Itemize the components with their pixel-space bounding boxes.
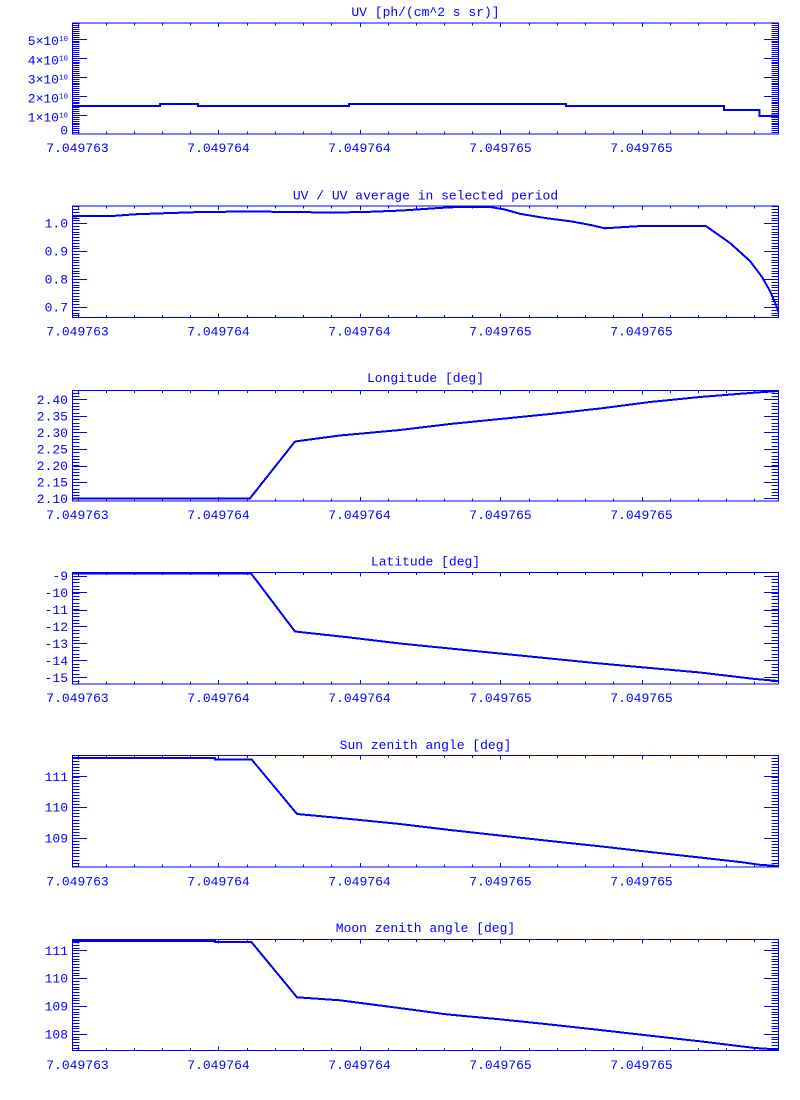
svg-text:2.35: 2.35 — [37, 409, 68, 424]
svg-text:7.049764: 7.049764 — [187, 508, 250, 523]
svg-text:7.049765: 7.049765 — [610, 508, 672, 523]
svg-text:7.049763: 7.049763 — [46, 324, 108, 339]
svg-text:Sun zenith angle [deg]: Sun zenith angle [deg] — [340, 738, 512, 753]
svg-text:7.049764: 7.049764 — [328, 691, 391, 706]
svg-text:7.049764: 7.049764 — [187, 691, 250, 706]
svg-text:111: 111 — [45, 770, 69, 785]
svg-text:0.9: 0.9 — [45, 245, 68, 260]
svg-text:7.049763: 7.049763 — [46, 508, 108, 523]
svg-text:7.049764: 7.049764 — [328, 875, 391, 890]
svg-text:3×1010: 3×1010 — [28, 72, 69, 87]
svg-text:-12: -12 — [45, 620, 68, 635]
svg-text:7.049764: 7.049764 — [187, 875, 250, 890]
svg-text:0.8: 0.8 — [45, 273, 68, 288]
svg-text:7.049763: 7.049763 — [46, 141, 108, 156]
svg-text:7.049765: 7.049765 — [469, 324, 531, 339]
svg-text:108: 108 — [45, 1027, 68, 1042]
svg-text:7.049764: 7.049764 — [187, 1058, 250, 1073]
svg-text:-15: -15 — [45, 671, 68, 686]
svg-text:7.049765: 7.049765 — [610, 141, 672, 156]
svg-text:7.049765: 7.049765 — [469, 141, 531, 156]
svg-text:Longitude [deg]: Longitude [deg] — [367, 371, 484, 386]
svg-text:7.049765: 7.049765 — [469, 508, 531, 523]
svg-text:-9: -9 — [52, 569, 68, 584]
svg-text:7.049763: 7.049763 — [46, 875, 108, 890]
svg-text:2.10: 2.10 — [37, 492, 68, 507]
svg-text:Moon zenith angle [deg]: Moon zenith angle [deg] — [336, 921, 515, 936]
svg-text:7.049765: 7.049765 — [469, 875, 531, 890]
svg-text:UV [ph/(cm^2 s sr)]: UV [ph/(cm^2 s sr)] — [351, 5, 499, 20]
svg-text:1×1010: 1×1010 — [28, 110, 69, 125]
svg-text:7.049764: 7.049764 — [328, 324, 391, 339]
svg-text:7.049764: 7.049764 — [187, 141, 250, 156]
svg-text:-11: -11 — [45, 603, 69, 618]
svg-text:-10: -10 — [45, 586, 68, 601]
svg-text:0.7: 0.7 — [45, 300, 68, 315]
svg-text:7.049764: 7.049764 — [328, 508, 391, 523]
svg-text:2.15: 2.15 — [37, 476, 68, 491]
svg-text:7.049765: 7.049765 — [610, 324, 672, 339]
svg-text:111: 111 — [45, 944, 69, 959]
svg-text:2.25: 2.25 — [37, 442, 68, 457]
svg-text:-14: -14 — [45, 654, 69, 669]
svg-text:7.049765: 7.049765 — [469, 691, 531, 706]
svg-text:7.049765: 7.049765 — [469, 1058, 531, 1073]
svg-text:109: 109 — [45, 1000, 68, 1015]
svg-text:-13: -13 — [45, 637, 68, 652]
svg-text:7.049765: 7.049765 — [610, 875, 672, 890]
svg-text:2.20: 2.20 — [37, 459, 68, 474]
svg-text:7.049764: 7.049764 — [187, 324, 250, 339]
svg-text:Latitude [deg]: Latitude [deg] — [371, 555, 480, 570]
svg-text:109: 109 — [45, 832, 68, 847]
svg-text:7.049764: 7.049764 — [328, 1058, 391, 1073]
svg-text:1.0: 1.0 — [45, 217, 68, 232]
svg-text:110: 110 — [45, 801, 68, 816]
svg-text:2.40: 2.40 — [37, 393, 68, 408]
svg-text:7.049764: 7.049764 — [328, 141, 391, 156]
svg-text:2×1010: 2×1010 — [28, 91, 69, 106]
svg-text:7.049763: 7.049763 — [46, 1058, 108, 1073]
svg-text:2.30: 2.30 — [37, 426, 68, 441]
svg-text:0: 0 — [60, 124, 68, 139]
svg-text:7.049765: 7.049765 — [610, 1058, 672, 1073]
svg-text:4×1010: 4×1010 — [28, 53, 69, 68]
svg-text:UV / UV average in selected pe: UV / UV average in selected period — [293, 188, 558, 203]
svg-text:5×1010: 5×1010 — [28, 34, 69, 49]
svg-text:7.049763: 7.049763 — [46, 691, 108, 706]
svg-text:7.049765: 7.049765 — [610, 691, 672, 706]
svg-text:110: 110 — [45, 972, 68, 987]
